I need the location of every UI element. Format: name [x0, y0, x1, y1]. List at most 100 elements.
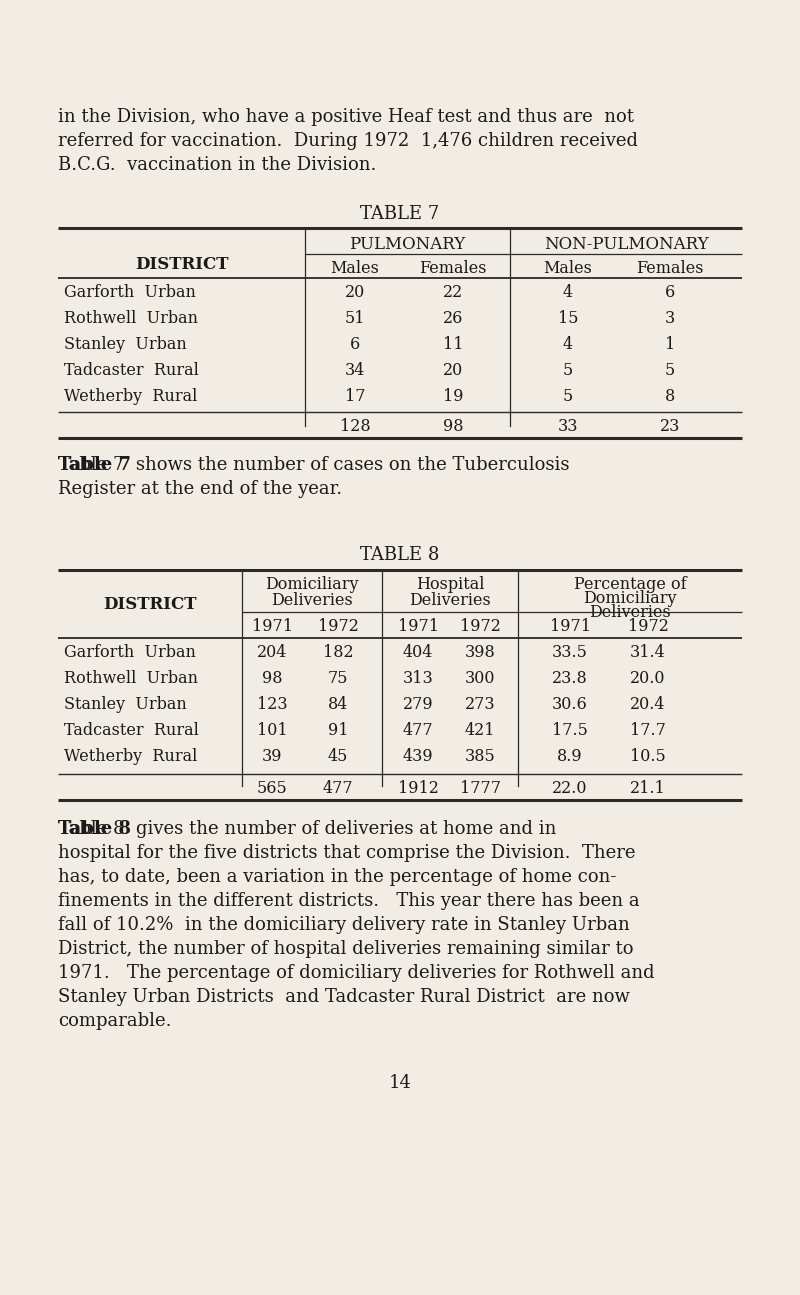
Text: 15: 15 [558, 310, 578, 328]
Text: DISTRICT: DISTRICT [134, 256, 228, 273]
Text: finements in the different districts.   This year there has been a: finements in the different districts. Th… [58, 892, 640, 910]
Text: has, to date, been a variation in the percentage of home con-: has, to date, been a variation in the pe… [58, 868, 616, 886]
Text: Domiciliary: Domiciliary [583, 591, 677, 607]
Text: 1972: 1972 [459, 618, 501, 635]
Text: 33.5: 33.5 [552, 644, 588, 660]
Text: 123: 123 [257, 695, 287, 714]
Text: 45: 45 [328, 749, 348, 765]
Text: 20: 20 [345, 284, 365, 300]
Text: hospital for the five districts that comprise the Division.  There: hospital for the five districts that com… [58, 844, 635, 862]
Text: in the Division, who have a positive Heaf test and thus are  not: in the Division, who have a positive Hea… [58, 107, 634, 126]
Text: 204: 204 [257, 644, 287, 660]
Text: 1971: 1971 [550, 618, 590, 635]
Text: 477: 477 [402, 723, 434, 739]
Text: Stanley  Urban: Stanley Urban [64, 335, 186, 354]
Text: 75: 75 [328, 670, 348, 688]
Text: 10.5: 10.5 [630, 749, 666, 765]
Text: Wetherby  Rural: Wetherby Rural [64, 388, 198, 405]
Text: 31.4: 31.4 [630, 644, 666, 660]
Text: Females: Females [419, 260, 486, 277]
Text: Tadcaster  Rural: Tadcaster Rural [64, 363, 199, 379]
Text: Table 7: Table 7 [58, 456, 131, 474]
Text: PULMONARY: PULMONARY [350, 236, 466, 253]
Text: Deliveries: Deliveries [589, 603, 671, 622]
Text: Deliveries: Deliveries [271, 592, 353, 609]
Text: Females: Females [636, 260, 704, 277]
Text: 101: 101 [257, 723, 287, 739]
Text: 4: 4 [563, 335, 573, 354]
Text: 33: 33 [558, 418, 578, 435]
Text: 84: 84 [328, 695, 348, 714]
Text: 20.0: 20.0 [630, 670, 666, 688]
Text: 3: 3 [665, 310, 675, 328]
Text: 398: 398 [465, 644, 495, 660]
Text: 1: 1 [665, 335, 675, 354]
Text: Tadcaster  Rural: Tadcaster Rural [64, 723, 199, 739]
Text: 23.8: 23.8 [552, 670, 588, 688]
Text: Deliveries: Deliveries [409, 592, 491, 609]
Text: Table 8  gives the number of deliveries at home and in: Table 8 gives the number of deliveries a… [58, 820, 556, 838]
Text: NON-PULMONARY: NON-PULMONARY [544, 236, 708, 253]
Text: 51: 51 [345, 310, 366, 328]
Text: District, the number of hospital deliveries remaining similar to: District, the number of hospital deliver… [58, 940, 634, 958]
Text: Percentage of: Percentage of [574, 576, 686, 593]
Text: DISTRICT: DISTRICT [103, 596, 197, 613]
Text: 39: 39 [262, 749, 282, 765]
Text: 1972: 1972 [318, 618, 358, 635]
Text: TABLE 8: TABLE 8 [360, 546, 440, 565]
Text: 273: 273 [465, 695, 495, 714]
Text: 5: 5 [563, 388, 573, 405]
Text: 6: 6 [350, 335, 360, 354]
Text: 385: 385 [465, 749, 495, 765]
Text: 565: 565 [257, 780, 287, 796]
Text: Wetherby  Rural: Wetherby Rural [64, 749, 198, 765]
Text: 22: 22 [443, 284, 463, 300]
Text: Rothwell  Urban: Rothwell Urban [64, 670, 198, 688]
Text: 17.7: 17.7 [630, 723, 666, 739]
Text: 279: 279 [402, 695, 434, 714]
Text: 1972: 1972 [627, 618, 669, 635]
Text: 8: 8 [665, 388, 675, 405]
Text: 404: 404 [403, 644, 433, 660]
Text: 1971: 1971 [398, 618, 438, 635]
Text: 313: 313 [402, 670, 434, 688]
Text: 300: 300 [465, 670, 495, 688]
Text: 128: 128 [340, 418, 370, 435]
Text: Stanley  Urban: Stanley Urban [64, 695, 186, 714]
Text: 20.4: 20.4 [630, 695, 666, 714]
Text: Males: Males [543, 260, 593, 277]
Text: TABLE 7: TABLE 7 [360, 205, 440, 223]
Text: Garforth  Urban: Garforth Urban [64, 644, 196, 660]
Text: 98: 98 [262, 670, 282, 688]
Text: 4: 4 [563, 284, 573, 300]
Text: 14: 14 [389, 1074, 411, 1092]
Text: Rothwell  Urban: Rothwell Urban [64, 310, 198, 328]
Text: 98: 98 [442, 418, 463, 435]
Text: Males: Males [330, 260, 379, 277]
Text: 19: 19 [442, 388, 463, 405]
Text: 23: 23 [660, 418, 680, 435]
Text: 17: 17 [345, 388, 366, 405]
Text: 182: 182 [322, 644, 354, 660]
Text: 5: 5 [665, 363, 675, 379]
Text: 439: 439 [402, 749, 434, 765]
Text: referred for vaccination.  During 1972  1,476 children received: referred for vaccination. During 1972 1,… [58, 132, 638, 150]
Text: B.C.G.  vaccination in the Division.: B.C.G. vaccination in the Division. [58, 155, 376, 174]
Text: Table 8: Table 8 [58, 820, 131, 838]
Text: comparable.: comparable. [58, 1011, 171, 1030]
Text: Hospital: Hospital [416, 576, 484, 593]
Text: Garforth  Urban: Garforth Urban [64, 284, 196, 300]
Text: Register at the end of the year.: Register at the end of the year. [58, 480, 342, 499]
Text: Domiciliary: Domiciliary [266, 576, 358, 593]
Text: 477: 477 [322, 780, 354, 796]
Text: 21.1: 21.1 [630, 780, 666, 796]
Text: 5: 5 [563, 363, 573, 379]
Text: 91: 91 [328, 723, 348, 739]
Text: 6: 6 [665, 284, 675, 300]
Text: 34: 34 [345, 363, 365, 379]
Text: 1912: 1912 [398, 780, 438, 796]
Text: 1971.   The percentage of domiciliary deliveries for Rothwell and: 1971. The percentage of domiciliary deli… [58, 963, 654, 982]
Text: 26: 26 [443, 310, 463, 328]
Text: 1971: 1971 [251, 618, 293, 635]
Text: 8.9: 8.9 [557, 749, 583, 765]
